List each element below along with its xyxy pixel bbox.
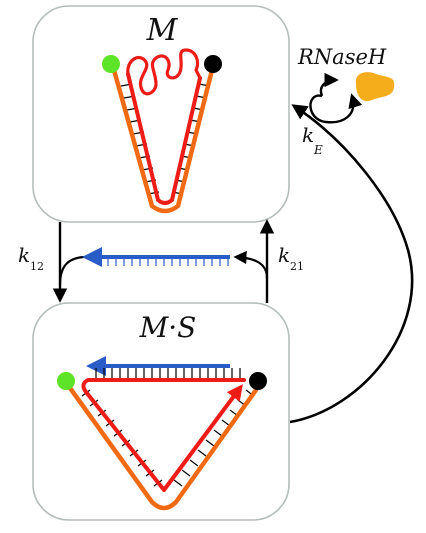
blue-strand-free bbox=[82, 247, 230, 267]
state-m-frame bbox=[32, 5, 290, 223]
black-end-marker bbox=[204, 55, 222, 73]
red-strand-loop bbox=[126, 48, 202, 96]
k21-release-curve bbox=[233, 250, 269, 279]
rate-kE-label: k E bbox=[302, 123, 323, 157]
k12-binding-curve bbox=[58, 255, 85, 286]
svg-text:E: E bbox=[313, 143, 323, 157]
black-end-marker-bound bbox=[249, 372, 267, 390]
kE-arrow bbox=[289, 104, 414, 424]
rnaseh-cycle-arrow bbox=[309, 93, 363, 124]
svg-text:k: k bbox=[302, 123, 314, 147]
svg-text:21: 21 bbox=[290, 260, 304, 273]
rate-k12-label: k 12 bbox=[18, 243, 44, 273]
enzyme-label: RNaseH bbox=[297, 45, 387, 69]
orange-strand-triangle bbox=[67, 385, 259, 511]
state-m-box: M bbox=[32, 5, 290, 223]
green-end-marker-bound bbox=[57, 372, 75, 390]
green-end-marker bbox=[102, 55, 120, 73]
rnaseh-enzyme-icon bbox=[355, 72, 395, 102]
blue-strand-bound bbox=[86, 356, 241, 378]
state-ms-label: M·S bbox=[139, 311, 197, 344]
rnaseh-cycle-arrow-upper bbox=[319, 72, 339, 97]
state-m-label: M bbox=[146, 13, 179, 48]
red-strand-hairpin bbox=[126, 72, 202, 205]
state-ms-box: M·S bbox=[32, 302, 290, 521]
rate-k21-label: k 21 bbox=[278, 243, 304, 273]
svg-text:k: k bbox=[278, 243, 290, 267]
orange-strand-hairpin bbox=[111, 67, 215, 214]
svg-text:k: k bbox=[18, 243, 30, 267]
svg-text:12: 12 bbox=[30, 260, 44, 273]
red-strand-triangle bbox=[81, 378, 246, 492]
